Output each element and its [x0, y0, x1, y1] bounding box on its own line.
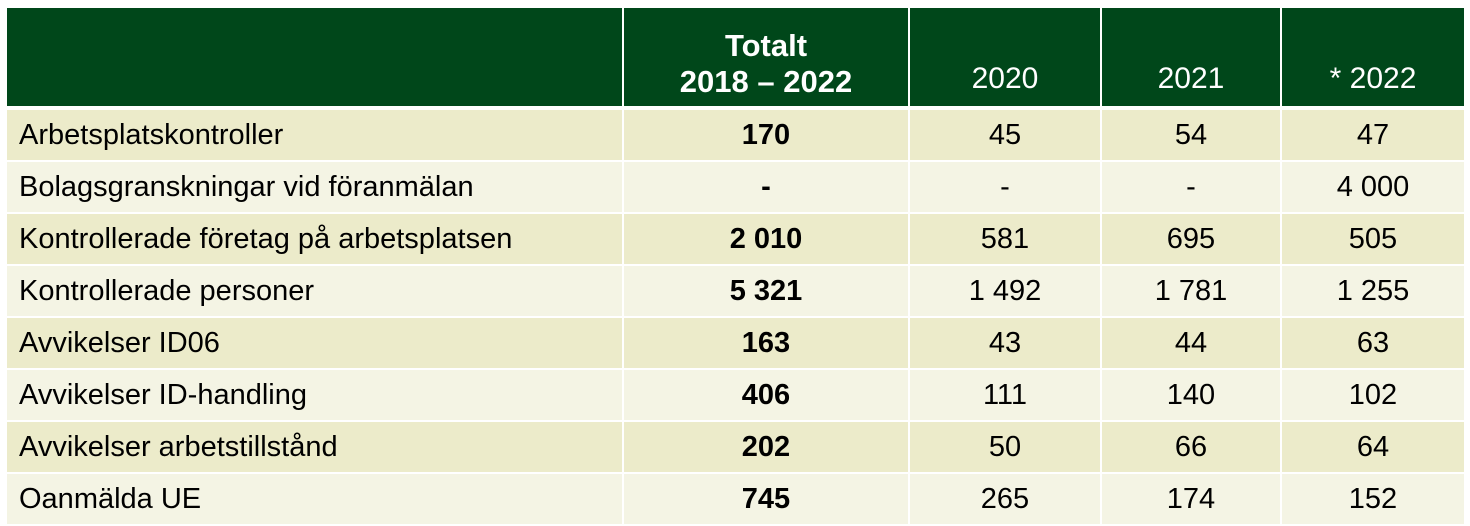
- row-value-2020: 581: [910, 214, 1102, 266]
- row-total: 2 010: [624, 214, 910, 266]
- header-year-2021: 2021: [1102, 8, 1282, 110]
- row-value-2022: 47: [1282, 110, 1464, 162]
- row-label: Oanmälda UE: [7, 474, 624, 526]
- header-year-2020: 2020: [910, 8, 1102, 110]
- row-total: 170: [624, 110, 910, 162]
- table-body: Arbetsplatskontroller 170 45 54 47 Bolag…: [7, 110, 1464, 526]
- row-total: 406: [624, 370, 910, 422]
- row-label: Avvikelser ID-handling: [7, 370, 624, 422]
- table-row: Kontrollerade företag på arbetsplatsen 2…: [7, 214, 1464, 266]
- row-value-2020: 111: [910, 370, 1102, 422]
- row-value-2021: 1 781: [1102, 266, 1282, 318]
- row-value-2021: 44: [1102, 318, 1282, 370]
- row-value-2020: 265: [910, 474, 1102, 526]
- row-value-2021: -: [1102, 162, 1282, 214]
- row-value-2021: 140: [1102, 370, 1282, 422]
- table-row: Avvikelser arbetstillstånd 202 50 66 64: [7, 422, 1464, 474]
- row-value-2022: 152: [1282, 474, 1464, 526]
- header-year-2022: * 2022: [1282, 8, 1464, 110]
- row-value-2020: 50: [910, 422, 1102, 474]
- table-header: Totalt 2018 – 2022 2020 2021 * 2022: [7, 8, 1464, 110]
- header-row: Totalt 2018 – 2022 2020 2021 * 2022: [7, 8, 1464, 110]
- table-row: Oanmälda UE 745 265 174 152: [7, 474, 1464, 526]
- row-label: Avvikelser arbetstillstånd: [7, 422, 624, 474]
- row-total: 163: [624, 318, 910, 370]
- table-row: Avvikelser ID-handling 406 111 140 102: [7, 370, 1464, 422]
- row-value-2021: 174: [1102, 474, 1282, 526]
- row-label: Avvikelser ID06: [7, 318, 624, 370]
- row-value-2020: 43: [910, 318, 1102, 370]
- row-value-2021: 54: [1102, 110, 1282, 162]
- row-value-2021: 66: [1102, 422, 1282, 474]
- row-value-2022: 63: [1282, 318, 1464, 370]
- row-value-2020: 1 492: [910, 266, 1102, 318]
- row-value-2022: 1 255: [1282, 266, 1464, 318]
- row-label: Bolagsgranskningar vid föranmälan: [7, 162, 624, 214]
- row-total: 745: [624, 474, 910, 526]
- row-total: 5 321: [624, 266, 910, 318]
- row-value-2022: 102: [1282, 370, 1464, 422]
- row-total: 202: [624, 422, 910, 474]
- header-label-cell: [7, 8, 624, 110]
- row-value-2022: 4 000: [1282, 162, 1464, 214]
- header-total-title: Totalt: [724, 28, 808, 63]
- row-value-2021: 695: [1102, 214, 1282, 266]
- table-row: Arbetsplatskontroller 170 45 54 47: [7, 110, 1464, 162]
- row-value-2022: 505: [1282, 214, 1464, 266]
- row-value-2020: -: [910, 162, 1102, 214]
- table-row: Kontrollerade personer 5 321 1 492 1 781…: [7, 266, 1464, 318]
- row-value-2022: 64: [1282, 422, 1464, 474]
- statistics-table: Totalt 2018 – 2022 2020 2021 * 2022 Arbe…: [7, 8, 1464, 526]
- row-value-2020: 45: [910, 110, 1102, 162]
- table-row: Bolagsgranskningar vid föranmälan - - - …: [7, 162, 1464, 214]
- row-total: -: [624, 162, 910, 214]
- header-total-period: 2018 – 2022: [679, 64, 853, 99]
- header-total-cell: Totalt 2018 – 2022: [624, 8, 910, 110]
- row-label: Kontrollerade företag på arbetsplatsen: [7, 214, 624, 266]
- row-label: Kontrollerade personer: [7, 266, 624, 318]
- row-label: Arbetsplatskontroller: [7, 110, 624, 162]
- table-row: Avvikelser ID06 163 43 44 63: [7, 318, 1464, 370]
